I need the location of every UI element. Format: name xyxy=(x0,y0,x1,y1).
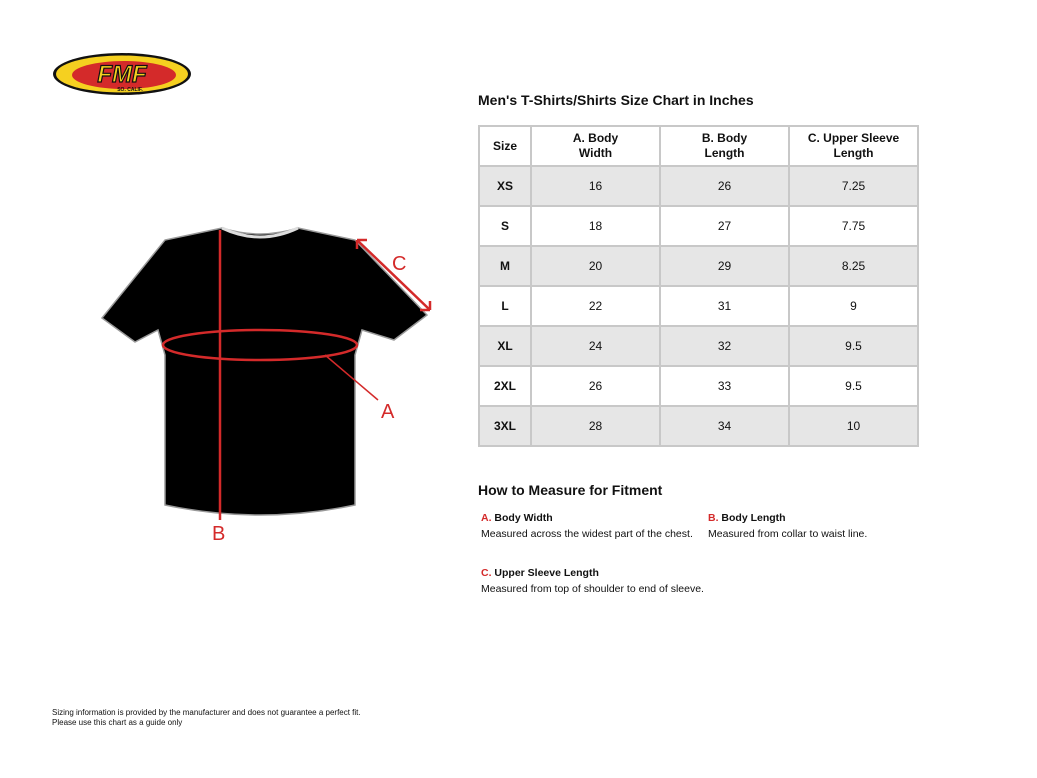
measure-title: How to Measure for Fitment xyxy=(478,482,663,498)
fmf-logo: FMF SO. CALIF. xyxy=(53,53,191,95)
cell-sleeve-length: 9.5 xyxy=(788,325,919,367)
table-row: 2XL 26 33 9.5 xyxy=(478,365,919,407)
cell-size: L xyxy=(478,285,532,327)
cell-body-length: 31 xyxy=(659,285,790,327)
tshirt-shape xyxy=(100,227,429,516)
cell-sleeve-length: 8.25 xyxy=(788,245,919,287)
cell-sleeve-length: 9.5 xyxy=(788,365,919,407)
cell-body-length: 26 xyxy=(659,165,790,207)
table-row: S 18 27 7.75 xyxy=(478,205,919,247)
chart-title: Men's T-Shirts/Shirts Size Chart in Inch… xyxy=(478,92,754,108)
cell-body-length: 29 xyxy=(659,245,790,287)
cell-sleeve-length: 9 xyxy=(788,285,919,327)
cell-body-width: 26 xyxy=(530,365,661,407)
label-c: C xyxy=(392,253,406,275)
cell-size: 3XL xyxy=(478,405,532,447)
label-b: B xyxy=(212,523,225,545)
header-sleeve-length: C. Upper Sleeve Length xyxy=(788,125,919,167)
cell-body-width: 24 xyxy=(530,325,661,367)
size-table: Size A. Body Width B. Body Length C. Upp… xyxy=(478,125,919,447)
disclaimer: Sizing information is provided by the ma… xyxy=(52,708,361,727)
svg-text:SO. CALIF.: SO. CALIF. xyxy=(117,87,143,93)
cell-sleeve-length: 7.75 xyxy=(788,205,919,247)
header-size: Size xyxy=(478,125,532,167)
cell-body-length: 32 xyxy=(659,325,790,367)
cell-sleeve-length: 7.25 xyxy=(788,165,919,207)
header-body-width: A. Body Width xyxy=(530,125,661,167)
cell-size: M xyxy=(478,245,532,287)
body-width-line xyxy=(161,328,359,362)
cell-size: XL xyxy=(478,325,532,367)
header-body-length: B. Body Length xyxy=(659,125,790,167)
table-row: 3XL 28 34 10 xyxy=(478,405,919,447)
sleeve-length-line xyxy=(356,239,431,311)
svg-text:FMF: FMF xyxy=(97,61,148,88)
table-row: XS 16 26 7.25 xyxy=(478,165,919,207)
tshirt-diagram: A B C xyxy=(100,226,432,545)
cell-size: XS xyxy=(478,165,532,207)
table-row: M 20 29 8.25 xyxy=(478,245,919,287)
cell-body-width: 20 xyxy=(530,245,661,287)
cell-size: S xyxy=(478,205,532,247)
measure-item-b: B. Body Length Measured from collar to w… xyxy=(708,512,868,540)
cell-body-width: 16 xyxy=(530,165,661,207)
table-row: L 22 31 9 xyxy=(478,285,919,327)
table-row: XL 24 32 9.5 xyxy=(478,325,919,367)
cell-body-length: 27 xyxy=(659,205,790,247)
measure-item-a: A. Body Width Measured across the widest… xyxy=(481,512,693,540)
cell-body-width: 22 xyxy=(530,285,661,327)
cell-body-length: 33 xyxy=(659,365,790,407)
cell-body-width: 18 xyxy=(530,205,661,247)
cell-body-length: 34 xyxy=(659,405,790,447)
cell-sleeve-length: 10 xyxy=(788,405,919,447)
label-a: A xyxy=(381,401,395,423)
measure-item-c: C. Upper Sleeve Length Measured from top… xyxy=(481,567,704,595)
cell-size: 2XL xyxy=(478,365,532,407)
cell-body-width: 28 xyxy=(530,405,661,447)
